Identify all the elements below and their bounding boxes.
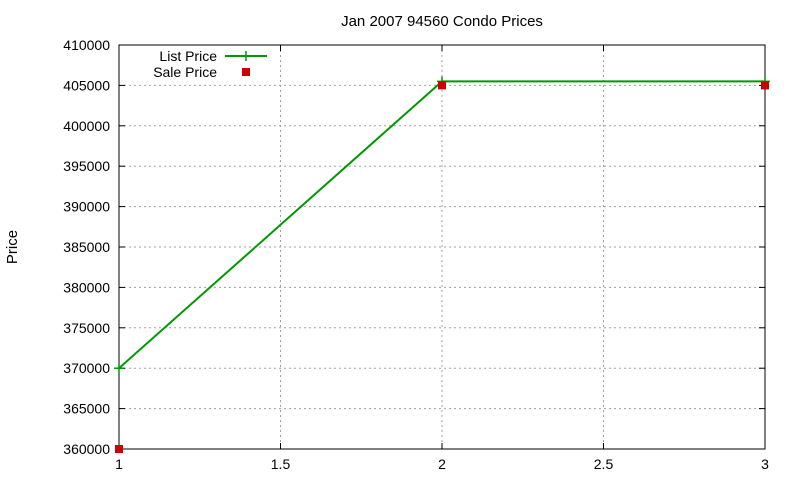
x-tick-label: 3 (761, 456, 769, 472)
sale-price-series (115, 81, 769, 453)
x-tick-label: 2 (438, 456, 446, 472)
y-tick-label: 360000 (63, 441, 110, 457)
chart-title: Jan 2007 94560 Condo Prices (341, 13, 543, 30)
x-tick-label: 1 (115, 456, 123, 472)
list-price-series (114, 76, 770, 374)
sale-price-point (115, 445, 123, 453)
series (114, 76, 770, 453)
legend-square-marker (242, 68, 250, 76)
y-tick-label: 390000 (63, 199, 110, 215)
y-tick-label: 395000 (63, 158, 110, 174)
y-tick-label: 380000 (63, 279, 110, 295)
y-tick-label: 365000 (63, 401, 110, 417)
grid (119, 45, 765, 449)
y-tick-label: 375000 (63, 320, 110, 336)
y-tick-label: 410000 (63, 37, 110, 53)
x-tick-label: 1.5 (271, 456, 291, 472)
axis-ticks: 360000 365000 370000 375000 380000 385000 3900… (63, 37, 769, 472)
x-tick-label: 2.5 (594, 456, 614, 472)
y-tick-label: 400000 (63, 118, 110, 134)
legend-label: Sale Price (153, 64, 217, 80)
sale-price-point (438, 81, 446, 90)
y-tick-label: 405000 (63, 77, 110, 93)
legend-label: List Price (159, 48, 217, 64)
y-tick-label: 370000 (63, 360, 110, 376)
y-axis-label: Price (4, 230, 21, 264)
sale-price-point (761, 81, 769, 90)
legend-plus-marker (241, 51, 251, 61)
list-price-point (114, 363, 124, 374)
y-tick-label: 385000 (63, 239, 110, 255)
